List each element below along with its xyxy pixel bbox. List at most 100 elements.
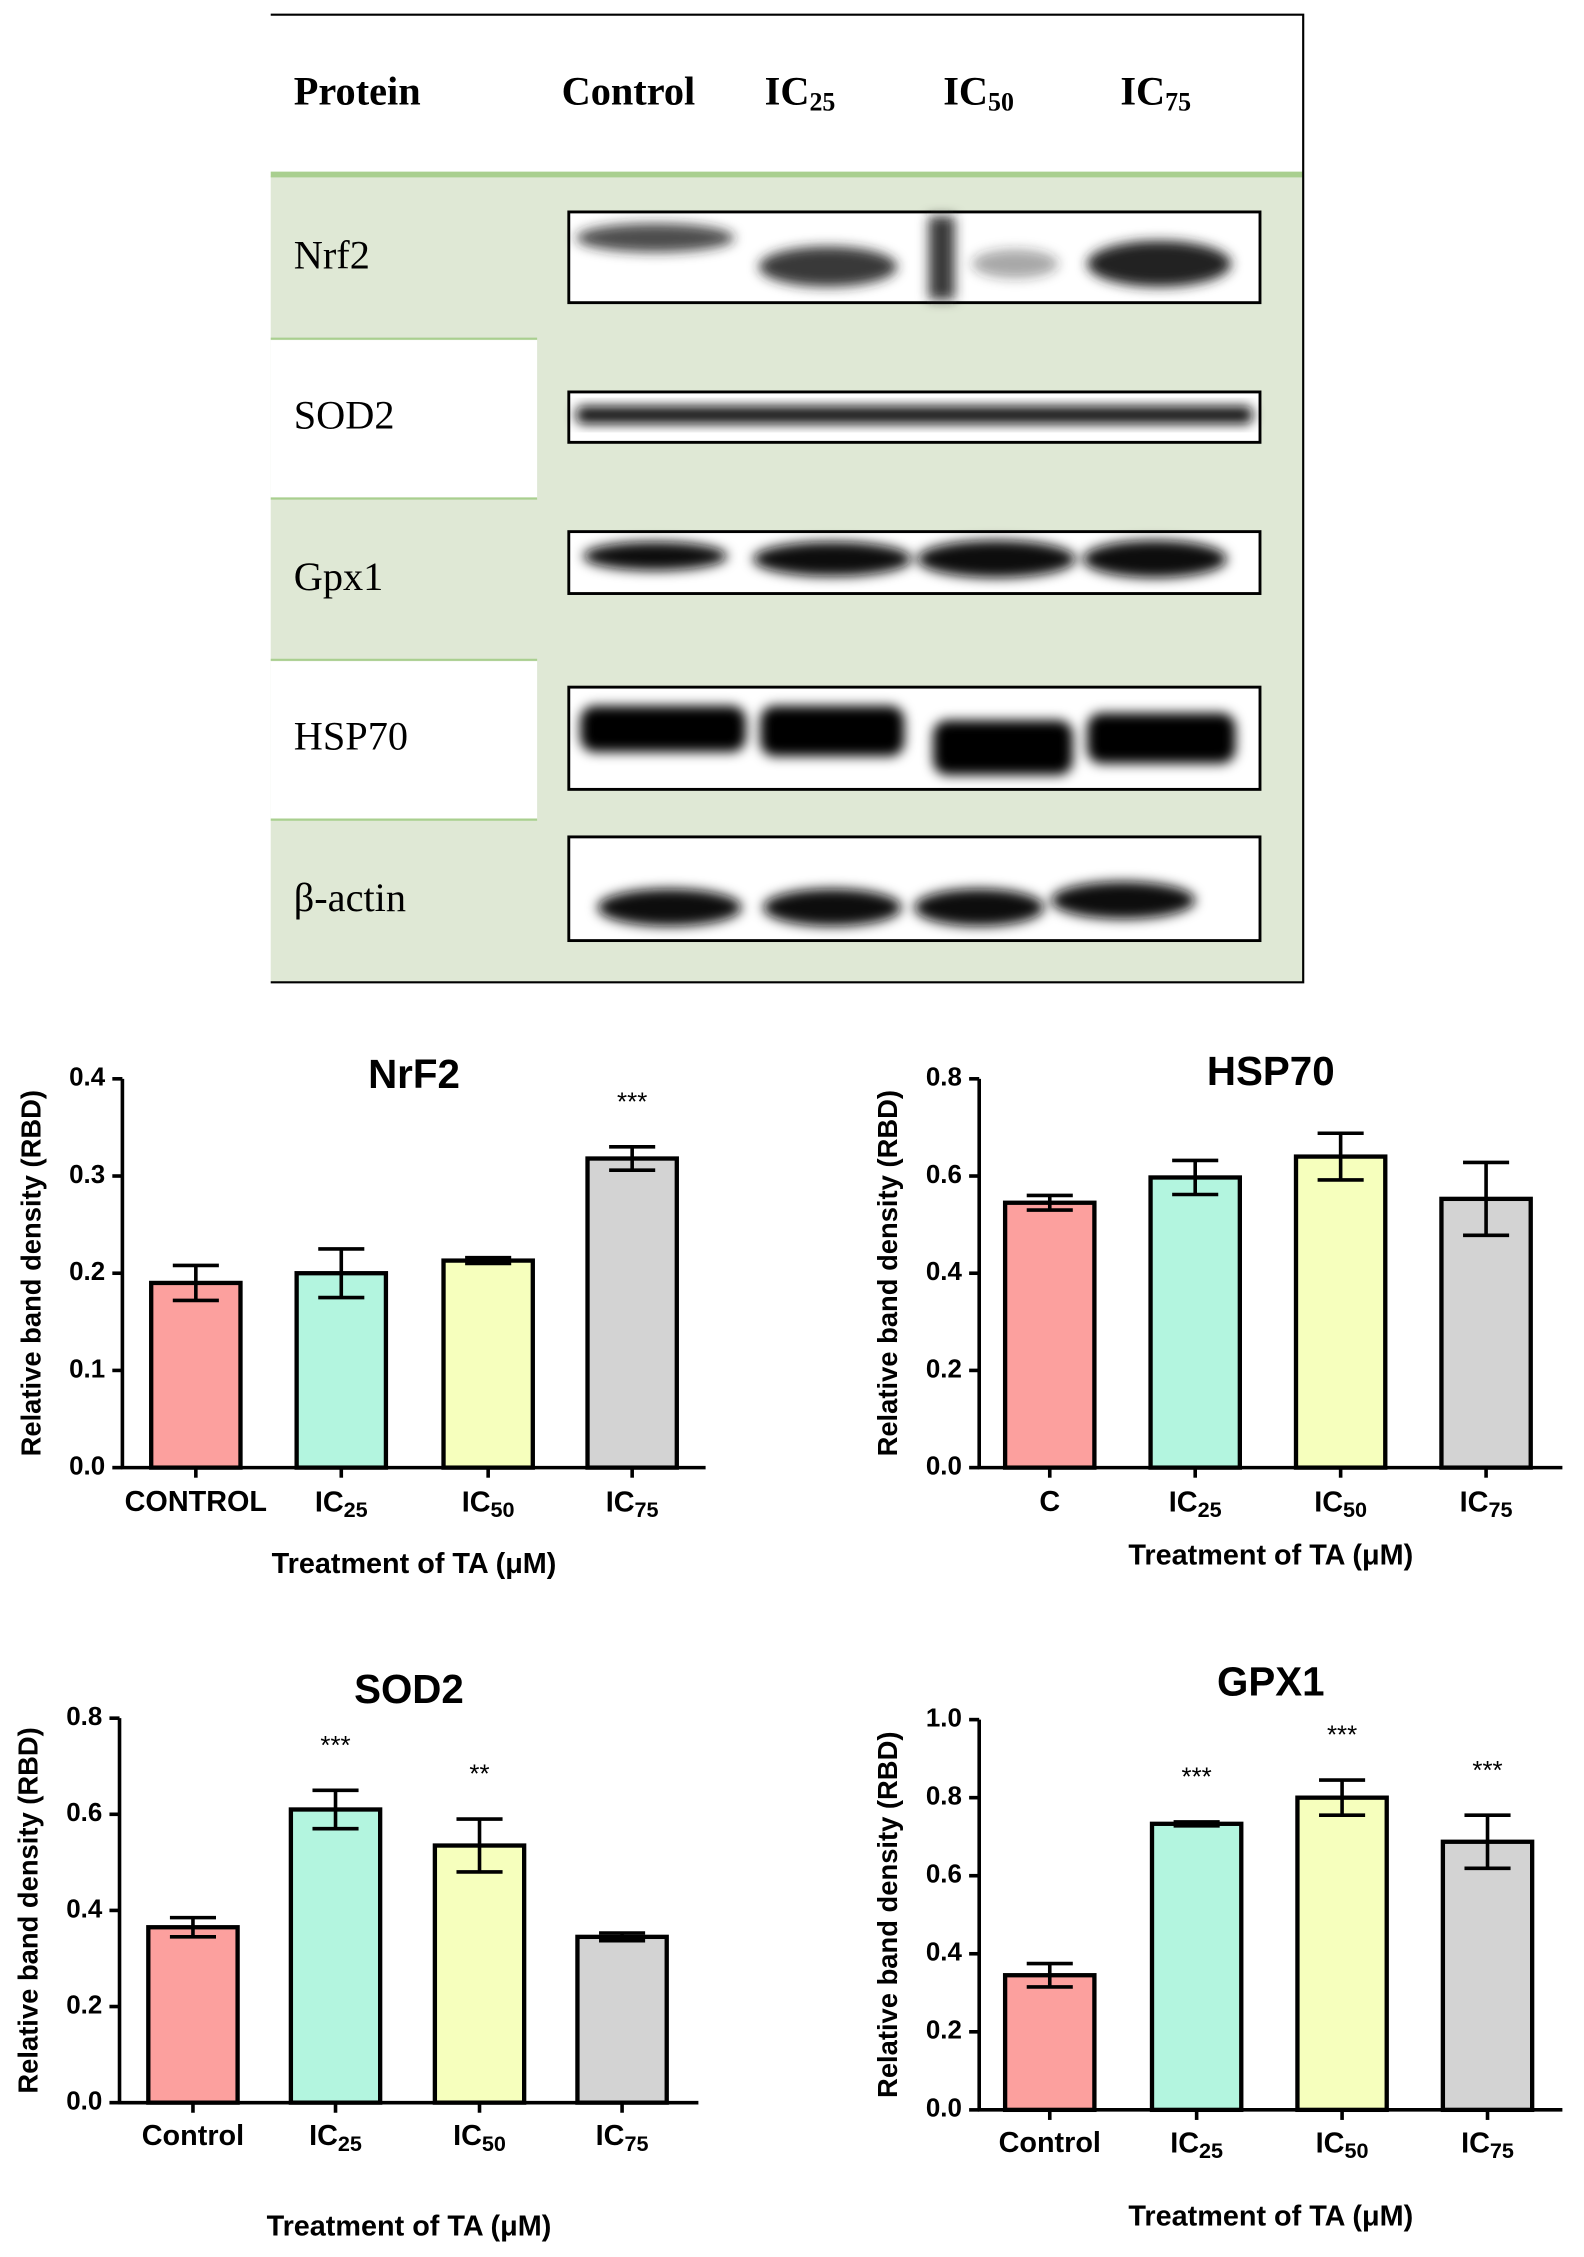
bar [1293,1154,1388,1470]
x-tick-label: IC75 [606,1486,659,1522]
y-tick-label: 0.0 [69,1452,105,1480]
error-bar [1026,1193,1073,1212]
y-tick-label: 0.8 [926,1064,962,1092]
bar [1148,1175,1242,1470]
y-axis-label: Relative band density (RBD) [872,1090,903,1456]
x-tick-label: IC25 [1169,1486,1222,1522]
x-tick-label: IC25 [309,2120,362,2156]
significance: *** [320,1732,350,1760]
error-bar [599,1931,646,1943]
row-label: β-actin [294,875,406,920]
significance: *** [1182,1764,1212,1792]
error-bar [1173,1820,1220,1828]
x-tick-label: Control [999,2127,1101,2159]
y-tick-label: 0.0 [926,1452,962,1480]
x-axis-label: Treatment of TA (μM) [272,1548,557,1580]
x-tick-label: Control [142,2120,244,2152]
x-tick-label: IC75 [1460,1486,1513,1522]
row-label: HSP70 [294,714,408,759]
x-axis-label: Treatment of TA (μM) [1128,1540,1413,1572]
x-tick-label: IC50 [453,2120,506,2156]
blot-panel [270,13,1305,984]
column-header: IC75 [1120,69,1191,117]
row-label: SOD2 [294,393,395,438]
bar [1439,1196,1533,1470]
bar [294,1271,389,1470]
x-tick-label: IC25 [1170,2127,1223,2163]
y-tick-label: 0.4 [69,1064,106,1092]
error-bar [1464,1813,1511,1871]
y-tick-label: 0.1 [69,1355,105,1383]
error-bar [1172,1158,1219,1197]
bar [288,1807,383,2105]
chart: GPX1 Relative band density (RBD) Treatment… [872,1659,1563,2232]
y-axis-label: Relative band density (RBD) [872,1732,903,2098]
x-tick-label: IC50 [1316,2127,1369,2163]
chart: SOD2 Relative band density (RBD) Treatment… [12,1666,699,2243]
blot-hsp70 [567,685,1262,791]
bar [585,1156,679,1470]
bar [575,1934,669,2105]
y-tick-label: 0.2 [66,1991,102,2019]
significance: ** [469,1761,489,1789]
y-axis-label: Relative band density (RBD) [12,1727,43,2093]
chart-title: NrF2 [368,1051,460,1097]
chart-title: HSP70 [1207,1048,1335,1094]
column-header: IC25 [765,69,836,117]
bar [1295,1795,1389,2113]
row-label: Gpx1 [294,554,384,599]
y-tick-label: 0.6 [66,1799,102,1827]
column-header: IC50 [943,69,1014,117]
y-tick-label: 0.4 [66,1895,103,1923]
x-tick-label: IC50 [1314,1486,1367,1522]
x-tick-label: C [1039,1486,1060,1518]
bar [149,1280,243,1470]
error-bar [312,1788,359,1831]
y-tick-label: 0.0 [926,2095,962,2123]
y-tick-label: 0.8 [926,1783,962,1811]
error-bar [1026,1961,1073,1989]
y-tick-label: 1.0 [926,1704,962,1732]
bar [441,1258,535,1470]
x-tick-label: IC25 [315,1486,368,1522]
blot-nrf2 [567,210,1262,305]
y-tick-label: 0.0 [66,2088,102,2116]
bar [146,1925,240,2105]
y-tick-label: 0.2 [69,1258,105,1286]
y-tick-label: 0.4 [926,1939,963,1967]
bar [1149,1821,1244,2113]
column-header: Protein [294,69,421,114]
y-tick-label: 0.6 [926,1861,962,1889]
row-label: Nrf2 [294,233,370,278]
error-bar [169,1915,216,1939]
error-bar [318,1247,365,1300]
error-bar [1317,1131,1364,1182]
bar [1002,1973,1097,2113]
x-axis-label: Treatment of TA (μM) [267,2211,552,2243]
error-bar [465,1255,512,1266]
x-axis-label: Treatment of TA (μM) [1128,2200,1413,2232]
error-bar [1319,1778,1366,1818]
y-tick-label: 0.2 [926,1355,962,1383]
blot-sod2 [567,390,1262,444]
error-bar [172,1263,219,1303]
significance: *** [1472,1757,1502,1785]
x-tick-label: IC75 [596,2120,649,2156]
blot-actin [567,835,1262,943]
bar [1440,1839,1535,2113]
significance: *** [617,1089,647,1117]
chart-title: SOD2 [354,1666,464,1712]
y-tick-label: 0.3 [69,1161,105,1189]
chart: NrF2 Relative band density (RBD) Treatment… [15,1051,706,1580]
column-header: Control [562,69,696,114]
bar [1002,1200,1097,1470]
x-tick-label: CONTROL [125,1486,267,1518]
bar [432,1843,527,2105]
error-bar [609,1145,656,1172]
significance: *** [1327,1722,1357,1750]
x-tick-label: IC75 [1461,2127,1514,2163]
error-bar [1463,1160,1510,1238]
x-tick-label: IC50 [462,1486,515,1522]
y-tick-label: 0.4 [926,1258,963,1286]
